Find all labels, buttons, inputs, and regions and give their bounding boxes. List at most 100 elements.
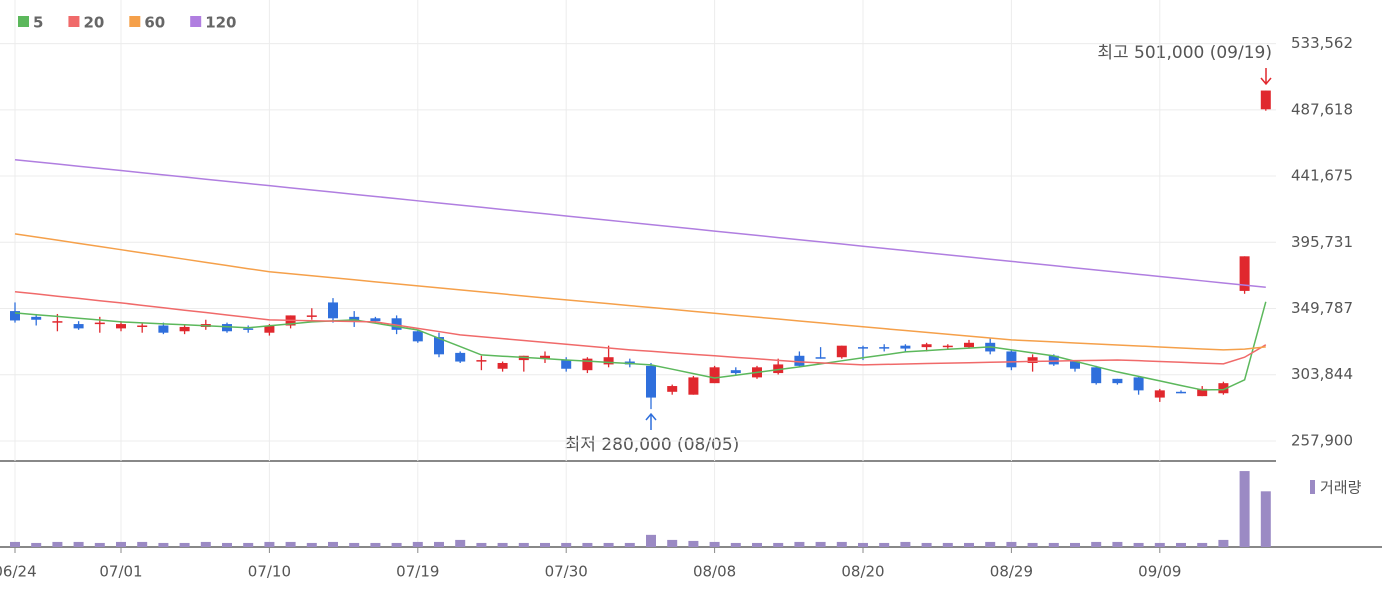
volume-bar xyxy=(52,541,63,547)
candle-body xyxy=(858,347,868,349)
volume-legend-swatch xyxy=(1310,480,1315,494)
volume-bar xyxy=(1027,542,1038,547)
volume-bar xyxy=(985,541,996,547)
volume-bar xyxy=(370,542,381,547)
candle-body xyxy=(306,315,317,317)
candle-body xyxy=(1239,256,1250,291)
volume-bar xyxy=(116,541,126,547)
moving-average-line xyxy=(14,233,1266,351)
volume-bar xyxy=(1133,542,1144,547)
x-tick-label: 08/29 xyxy=(990,563,1033,581)
legend-label: 120 xyxy=(205,14,236,32)
x-tick-label: 07/19 xyxy=(396,563,439,581)
candle-body xyxy=(1197,388,1208,397)
candle-body xyxy=(921,344,932,348)
volume-bar xyxy=(964,542,974,547)
volume-bar xyxy=(603,542,614,547)
legend-label: 20 xyxy=(83,14,104,32)
candle-body xyxy=(158,325,169,333)
x-tick-label: 09/09 xyxy=(1138,563,1181,581)
candle-body xyxy=(773,364,784,374)
volume-bar xyxy=(285,541,296,547)
volume-bar xyxy=(1218,539,1229,547)
candle-body xyxy=(964,342,974,348)
volume-bar xyxy=(752,542,762,547)
candle-body xyxy=(391,318,402,330)
x-tick-label: 07/30 xyxy=(545,563,588,581)
legend-label: 60 xyxy=(144,14,165,32)
candle-body xyxy=(1133,377,1144,391)
volume-bar xyxy=(646,534,656,547)
candle-body xyxy=(688,377,699,395)
volume-bar xyxy=(624,542,635,547)
candle-body xyxy=(1154,390,1165,398)
volume-bar xyxy=(94,542,105,547)
candle-body xyxy=(1176,391,1186,394)
volume-bar xyxy=(688,540,699,547)
candle-body xyxy=(709,367,720,384)
volume-bar xyxy=(815,541,826,547)
volume-legend-label: 거래량 xyxy=(1320,479,1362,497)
candle-body xyxy=(264,325,275,333)
volume-bar xyxy=(836,541,847,547)
y-tick-label: 349,787 xyxy=(1291,299,1353,317)
volume-bar xyxy=(476,542,487,547)
volume-bar xyxy=(158,542,169,547)
candle-body xyxy=(815,357,826,359)
candle-body xyxy=(730,370,741,374)
legend-label: 5 xyxy=(33,14,43,32)
y-tick-label: 257,900 xyxy=(1291,431,1353,449)
y-tick-label: 533,562 xyxy=(1291,34,1353,52)
candle-body xyxy=(603,357,614,365)
y-tick-label: 395,731 xyxy=(1291,233,1353,251)
candle-body xyxy=(900,345,911,349)
volume-bar xyxy=(900,541,911,547)
candle-body xyxy=(412,331,423,342)
volume-bar xyxy=(391,542,402,547)
candle-body xyxy=(794,355,805,366)
candle-body xyxy=(52,321,63,323)
candle-body xyxy=(370,318,381,322)
volume-bar xyxy=(1091,541,1102,547)
candle-body xyxy=(1260,90,1271,110)
candle-body xyxy=(1027,357,1038,363)
legend-swatch xyxy=(18,16,29,27)
volume-bar xyxy=(1048,542,1059,547)
legend-swatch xyxy=(190,16,202,27)
high-annotation: 최고 501,000 (09/19) xyxy=(1097,43,1272,63)
candle-body xyxy=(1048,355,1059,365)
candle-body xyxy=(116,324,126,329)
volume-bar xyxy=(200,541,211,547)
candle-body xyxy=(222,324,232,332)
volume-bar xyxy=(540,542,550,547)
candle-body xyxy=(137,325,148,328)
moving-average-line xyxy=(14,291,1267,366)
candle-body xyxy=(349,316,360,322)
volume-bar xyxy=(1197,542,1208,547)
volume-bar xyxy=(1239,471,1250,547)
candle-body xyxy=(540,355,550,359)
y-tick-label: 303,844 xyxy=(1291,365,1353,383)
volume-bar xyxy=(328,541,338,547)
candle-body xyxy=(667,386,678,392)
candle-body xyxy=(497,362,508,369)
x-tick-label: 07/10 xyxy=(248,563,291,581)
candle-body xyxy=(73,324,84,329)
candle-body xyxy=(582,358,593,371)
volume-bar xyxy=(1154,542,1165,547)
candle-body xyxy=(1218,383,1229,394)
volume-bar xyxy=(306,542,317,547)
candle-body xyxy=(1112,378,1123,384)
candle-body xyxy=(434,337,444,355)
volume-bar xyxy=(561,542,572,547)
volume-bar xyxy=(879,542,890,547)
high-arrow xyxy=(1260,68,1272,86)
volume-bar xyxy=(434,541,444,547)
volume-bar xyxy=(497,542,508,547)
volume-bar xyxy=(858,542,868,547)
legend-swatch xyxy=(68,16,80,27)
volume-bar xyxy=(667,539,678,547)
legend-swatch xyxy=(129,16,141,27)
volume-bar xyxy=(1112,541,1123,547)
